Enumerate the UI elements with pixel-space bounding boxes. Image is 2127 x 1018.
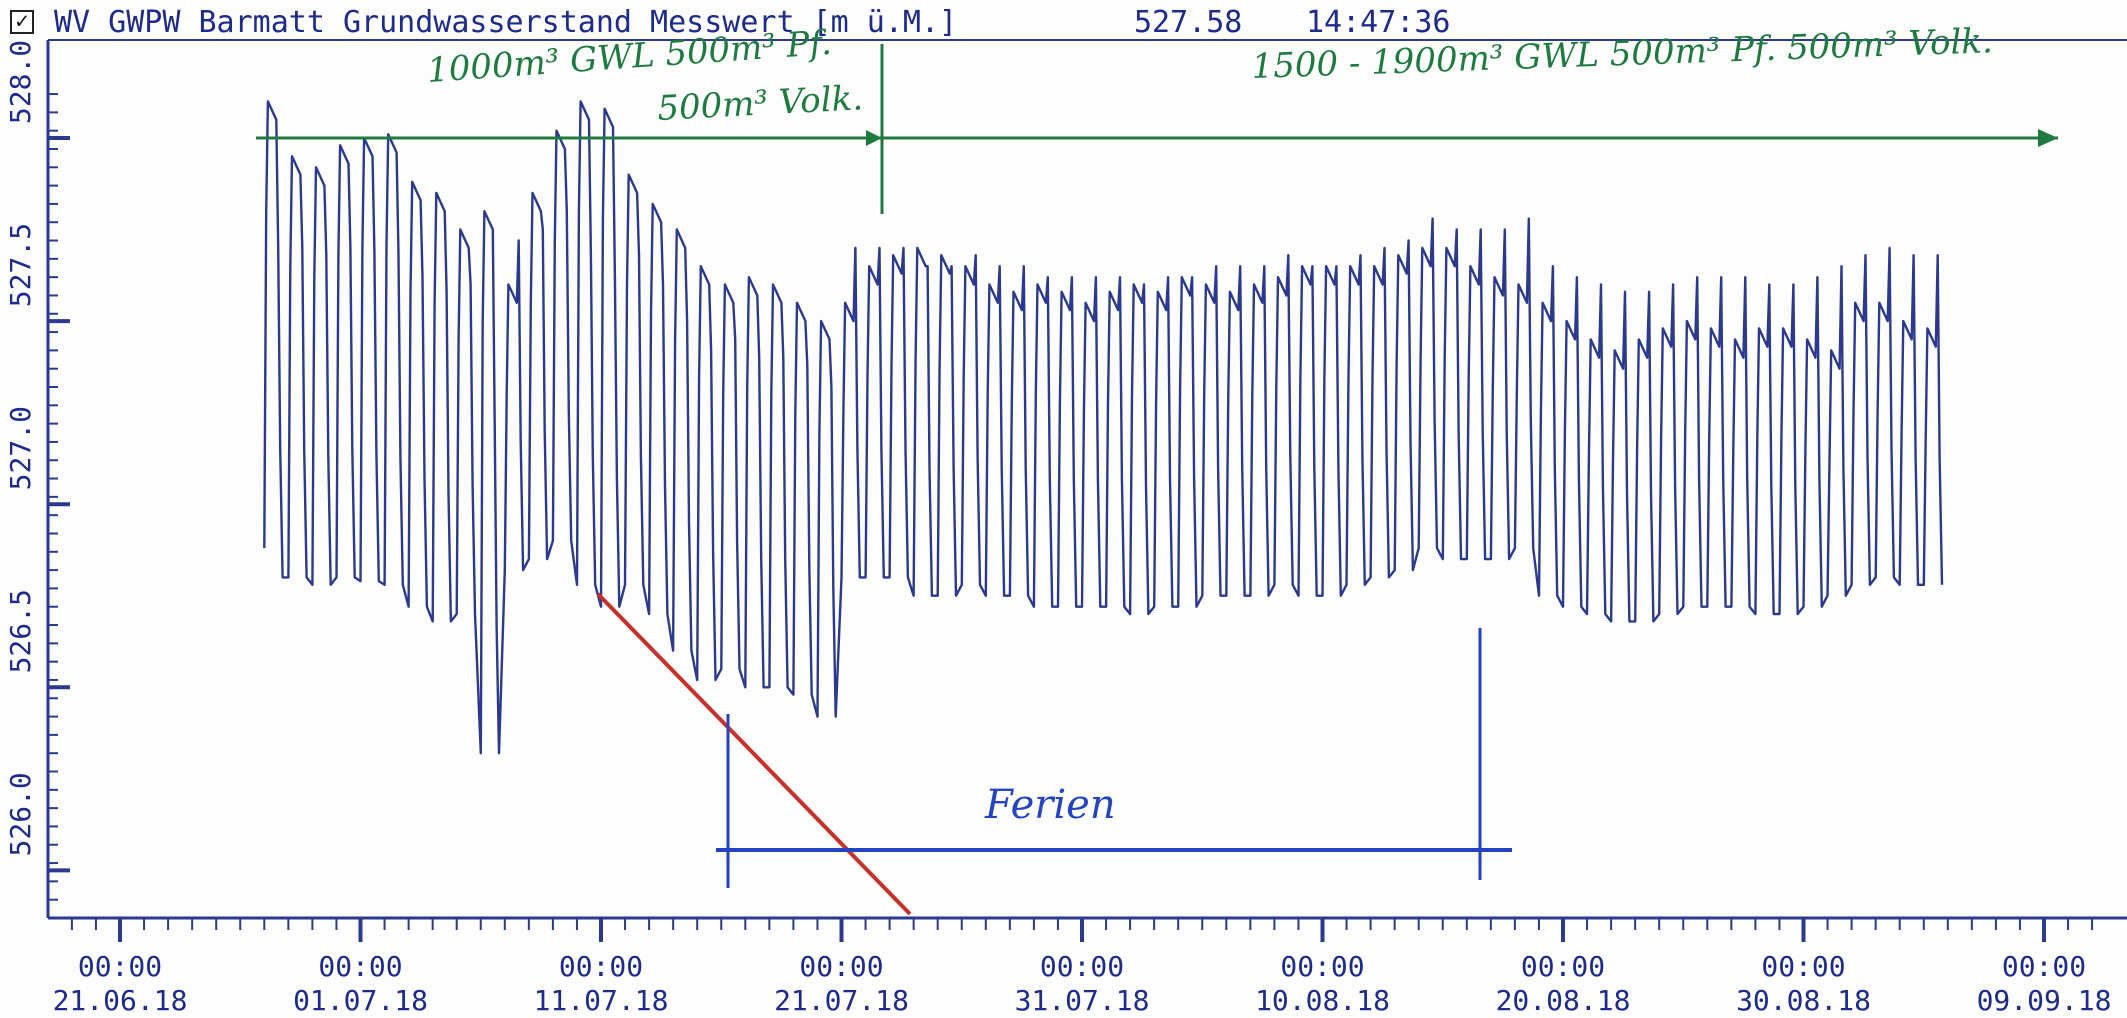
current-time: 14:47:36 <box>1306 5 1451 40</box>
x-axis-ticks <box>70 918 2094 942</box>
red-annotations <box>596 592 912 916</box>
green-arrowhead-right <box>2038 129 2058 147</box>
blue-annotations: Ferien <box>716 628 1512 888</box>
y-axis-ticks <box>48 93 70 901</box>
y-axis-labels: 526.0 526.5 527.0 527.5 528.0 <box>4 40 37 857</box>
y-tick-label: 526.5 <box>4 589 37 673</box>
x-tick-time-label: 00:00 <box>318 950 402 983</box>
y-tick-label: 528.0 <box>4 40 37 124</box>
x-tick-date-label: 20.08.18 <box>1496 984 1631 1017</box>
x-tick-date-label: 30.08.18 <box>1736 984 1871 1017</box>
y-tick-label: 527.5 <box>4 223 37 307</box>
x-tick-time-label: 00:00 <box>1521 950 1605 983</box>
x-tick-time-label: 00:00 <box>559 950 643 983</box>
x-axis-labels: 00:0021.06.1800:0001.07.1800:0011.07.180… <box>53 950 2112 1017</box>
x-tick-time-label: 00:00 <box>799 950 883 983</box>
x-tick-time-label: 00:00 <box>1040 950 1124 983</box>
x-tick-time-label: 00:00 <box>1761 950 1845 983</box>
y-tick-label: 526.0 <box>4 772 37 856</box>
green-note-left-line1: 1000m³ GWL 500m³ Pf. <box>426 23 833 91</box>
x-tick-time-label: 00:00 <box>1280 950 1364 983</box>
red-trend-line <box>596 592 912 916</box>
x-tick-time-label: 00:00 <box>78 950 162 983</box>
green-note-left-line2: 500m³ Volk. <box>656 78 864 129</box>
green-note-right: 1500 - 1900m³ GWL 500m³ Pf. 500m³ Volk. <box>1251 21 1993 87</box>
green-arrowhead-left <box>866 130 882 146</box>
holiday-label: Ferien <box>984 782 1116 828</box>
y-tick-label: 527.0 <box>4 406 37 490</box>
x-tick-time-label: 00:00 <box>2002 950 2086 983</box>
series-title: WV GWPW Barmatt Grundwasserstand Messwer… <box>54 5 958 40</box>
x-tick-date-label: 31.07.18 <box>1015 984 1150 1017</box>
x-tick-date-label: 10.08.18 <box>1255 984 1390 1017</box>
x-tick-date-label: 09.09.18 <box>1977 984 2112 1017</box>
series-checkbox[interactable]: ✓ <box>10 10 34 34</box>
x-tick-date-label: 21.06.18 <box>53 984 188 1017</box>
chart-header: ✓ WV GWPW Barmatt Grundwasserstand Messw… <box>0 0 2127 46</box>
x-tick-date-label: 11.07.18 <box>534 984 669 1017</box>
green-annotations: 1000m³ GWL 500m³ Pf. 500m³ Volk. 1500 - … <box>256 21 2058 214</box>
x-tick-date-label: 21.07.18 <box>774 984 909 1017</box>
current-value: 527.58 <box>1134 5 1243 40</box>
x-tick-date-label: 01.07.18 <box>293 984 428 1017</box>
groundwater-series-line <box>263 100 1944 755</box>
